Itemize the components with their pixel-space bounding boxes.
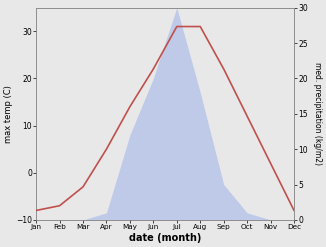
Y-axis label: max temp (C): max temp (C) [4, 85, 13, 143]
Y-axis label: med. precipitation (kg/m2): med. precipitation (kg/m2) [313, 62, 322, 165]
X-axis label: date (month): date (month) [129, 233, 201, 243]
